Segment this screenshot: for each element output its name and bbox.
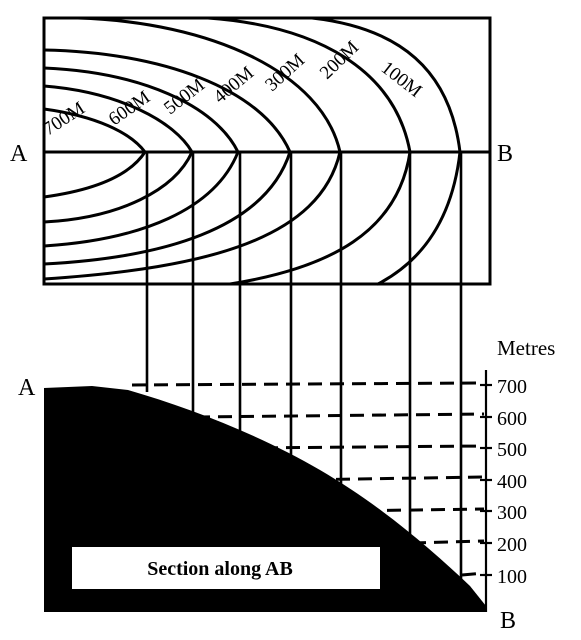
scale-ticks: 700 600 500 400 300 200 100 [480,376,527,588]
scale-value-200: 200 [497,534,527,556]
section-caption-box [72,547,380,589]
contour-700 [42,107,147,199]
scale-value-700: 700 [497,376,527,398]
contour-100 [310,16,462,286]
scale-value-600: 600 [497,408,527,430]
point-a-top-label: A [10,141,28,167]
contour-label-600: 600M [105,87,154,130]
contour-label-400: 400M [210,62,258,107]
level-line-700 [131,381,485,387]
point-a-section-label: A [18,375,36,401]
scale-value-400: 400 [497,471,527,493]
contour-label-700: 700M [39,98,89,140]
point-b-section-label: B [500,608,516,634]
level-line-100 [461,571,485,577]
height-scale: 700 600 500 400 300 200 100 Metres [480,336,555,612]
level-line-600 [195,412,485,419]
scale-value-500: 500 [497,439,527,461]
point-b-top-label: B [497,141,513,167]
scale-title: Metres [497,336,555,360]
contour-500 [42,66,240,248]
scale-value-100: 100 [497,566,527,588]
contour-map: 700M 600M 500M 400M 300M 200M 100M A B [10,16,513,286]
level-line-500 [241,444,485,450]
scale-value-300: 300 [497,502,527,524]
level-line-200 [411,539,485,545]
section-caption: Section along AB [147,558,293,580]
